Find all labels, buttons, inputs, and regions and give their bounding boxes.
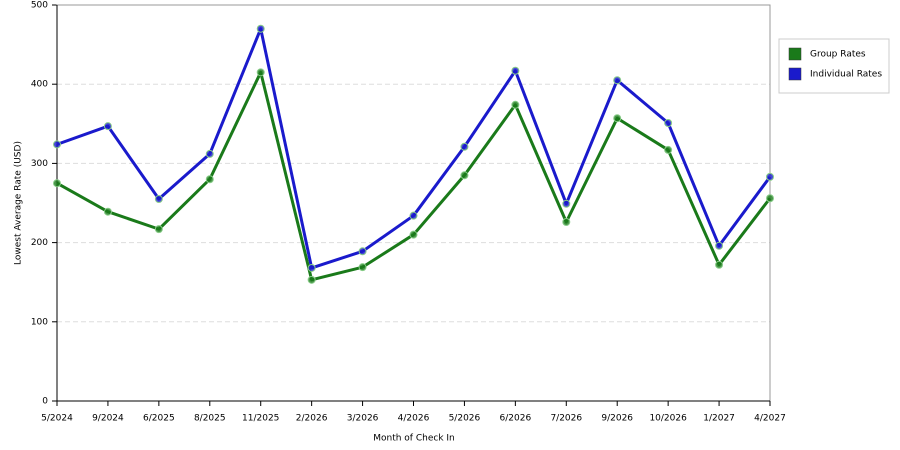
data-point — [53, 179, 61, 188]
data-point — [766, 172, 774, 181]
x-tick-label: 3/2026 — [347, 414, 379, 424]
series-line — [56, 70, 772, 282]
x-tick-label: 2/2026 — [296, 414, 328, 424]
x-tick-label: 4/2026 — [398, 414, 430, 424]
x-tick-label: 6/2026 — [500, 414, 532, 424]
legend-swatch — [788, 47, 802, 61]
y-tick-label: 200 — [31, 238, 48, 248]
x-tick-label: 4/2027 — [754, 414, 786, 424]
data-point — [358, 263, 367, 272]
data-point — [307, 275, 316, 284]
y-tick-label: 300 — [31, 159, 48, 169]
data-point — [715, 241, 724, 250]
plot-frame — [56, 4, 771, 402]
data-point — [613, 114, 622, 123]
data-point — [256, 24, 265, 33]
x-tick-label: 9/2024 — [92, 414, 124, 424]
data-point — [511, 66, 520, 75]
y-tick-label: 100 — [31, 317, 48, 327]
data-point — [511, 100, 520, 109]
data-point — [154, 225, 163, 234]
data-point — [205, 149, 214, 158]
x-tick-label: 5/2026 — [449, 414, 481, 424]
data-point — [409, 230, 418, 239]
data-point — [307, 263, 316, 272]
x-tick-label: 7/2026 — [550, 414, 582, 424]
legend-swatch — [788, 67, 802, 81]
data-point — [103, 207, 112, 216]
x-tick-label: 8/2025 — [194, 414, 226, 424]
data-point — [103, 122, 112, 131]
x-tick-label: 5/2024 — [41, 414, 73, 424]
x-tick-label: 6/2025 — [143, 414, 175, 424]
data-point — [205, 175, 214, 184]
y-tick-label: 500 — [31, 1, 48, 11]
data-point — [460, 142, 469, 151]
legend-box — [778, 38, 890, 94]
data-point — [664, 145, 673, 154]
data-point — [154, 195, 163, 204]
data-point — [562, 199, 571, 208]
data-point — [766, 194, 774, 203]
x-axis-label: Month of Check In — [373, 434, 455, 444]
legend-label: Individual Rates — [810, 70, 882, 80]
data-point — [715, 260, 724, 269]
legend-label: Group Rates — [810, 50, 866, 60]
y-tick-label: 400 — [31, 80, 48, 90]
x-tick-label: 1/2027 — [703, 414, 735, 424]
data-point — [562, 218, 571, 227]
data-point — [358, 247, 367, 256]
data-point — [613, 76, 622, 85]
x-tick-label: 9/2026 — [601, 414, 633, 424]
x-tick-label: 10/2026 — [649, 414, 687, 424]
data-point — [256, 68, 265, 77]
data-point — [664, 119, 673, 128]
y-tick-label: 0 — [42, 397, 48, 407]
data-point — [53, 140, 61, 149]
y-axis-label: Lowest Average Rate (USD) — [14, 141, 24, 265]
data-point — [409, 211, 418, 220]
data-point — [460, 171, 469, 180]
x-tick-label: 11/2025 — [242, 414, 279, 424]
